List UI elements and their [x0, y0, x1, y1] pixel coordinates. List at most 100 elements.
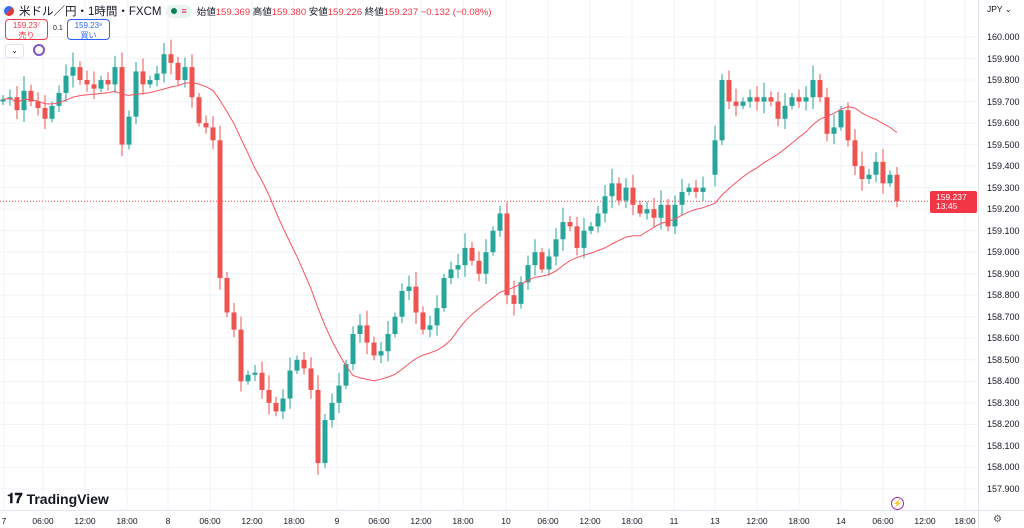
price-tick-label: 159.300: [987, 182, 1020, 193]
candle-body: [651, 209, 657, 218]
candle-body: [161, 54, 167, 74]
spread-value: 0.1: [53, 25, 63, 32]
candle-body: [775, 101, 781, 119]
market-status-badge[interactable]: ≡: [166, 4, 192, 18]
time-tick-label: 9: [334, 516, 340, 526]
candle-body: [364, 325, 370, 343]
price-axis[interactable]: JPY ⌄ 160.000 159.900 159.800 159.700 159.60…: [978, 0, 1024, 528]
candle-body: [852, 140, 858, 167]
candle-body: [105, 80, 111, 85]
candle-body: [434, 308, 440, 326]
candle-body: [679, 191, 685, 205]
time-tick-label: 12:00: [241, 516, 263, 526]
price-tick-label: 158.600: [987, 333, 1020, 344]
currency-select[interactable]: JPY ⌄: [987, 4, 1012, 14]
axis-settings[interactable]: ⚙: [978, 510, 1024, 528]
candle-body: [42, 108, 48, 119]
candle-body: [658, 204, 664, 218]
candle-body: [308, 368, 314, 390]
candle-body: [810, 80, 816, 98]
time-tick-label: 18:00: [621, 516, 643, 526]
candle-body: [754, 97, 760, 102]
candle-body: [595, 213, 601, 227]
price-tick-label: 160.000: [987, 32, 1020, 42]
candle-body: [665, 204, 671, 227]
candle-body: [49, 105, 55, 119]
candle-body: [469, 247, 475, 261]
candle-body: [385, 333, 391, 352]
time-tick-label: 7: [1, 516, 7, 526]
candle-body: [378, 351, 384, 356]
candle-body: [217, 140, 223, 279]
time-tick-label: 12:00: [746, 516, 768, 526]
candle-body: [880, 161, 886, 184]
ohlc-values: 始値159.369 高値159.380 安値159.226 終値159.237 …: [196, 7, 492, 18]
candle-body: [803, 97, 809, 102]
time-tick-label: 12:00: [410, 516, 432, 526]
flag-icon: [4, 6, 14, 16]
time-tick-label: 12:00: [74, 516, 96, 526]
time-tick-label: 14: [836, 516, 846, 526]
candle-body: [126, 116, 132, 145]
candle-body: [712, 140, 718, 175]
candle-body: [63, 75, 69, 93]
price-tick-label: 158.300: [987, 397, 1020, 408]
price-tick-label: 159.400: [987, 161, 1020, 172]
candle-body: [448, 269, 454, 279]
price-tick-label: 159.700: [987, 96, 1020, 107]
price-tick-label: 159.600: [987, 118, 1020, 129]
time-tick-label: 18:00: [954, 516, 976, 526]
candle-body: [831, 127, 837, 134]
sell-button[interactable]: 159.23⁷ 売り: [5, 19, 48, 40]
candle-body: [399, 290, 405, 317]
price-tick-label: 159.200: [987, 204, 1020, 215]
candle-body: [532, 252, 538, 266]
candle-body: [301, 359, 307, 369]
candle-body: [287, 370, 293, 399]
candle-body: [637, 204, 643, 214]
candle-body: [700, 187, 706, 192]
candle-body: [252, 372, 258, 375]
candle-body: [525, 265, 531, 283]
candle-body: [894, 174, 900, 202]
candle-body: [441, 278, 447, 309]
tv-logo-icon: 𝟏𝟕: [7, 490, 23, 506]
price-tick-label: 158.200: [987, 419, 1020, 430]
candle-body: [280, 398, 286, 412]
price-tick-label: 159.000: [987, 247, 1020, 258]
price-tick-label: 158.100: [987, 440, 1020, 451]
candle-body: [567, 222, 573, 227]
candle-body: [392, 316, 398, 334]
candle-body: [553, 239, 559, 257]
candle-body: [518, 282, 524, 304]
time-tick-label: 10: [501, 516, 511, 526]
candle-body: [77, 67, 83, 81]
candle-body: [294, 359, 300, 371]
price-tick-label: 159.100: [987, 225, 1020, 236]
sync-icon[interactable]: [33, 44, 45, 56]
candle-body: [845, 110, 851, 141]
candle-body: [761, 97, 767, 102]
candle-body: [427, 325, 433, 330]
candle-body: [686, 187, 692, 192]
collapse-button[interactable]: ⌄: [5, 44, 24, 58]
candle-body: [322, 420, 328, 464]
time-tick-label: 12:00: [579, 516, 601, 526]
time-tick-label: 12:00: [914, 516, 936, 526]
time-axis[interactable]: 7 06:00 12:00 18:00 8 06:00 12:00 18:00 9 06:00 12…: [0, 510, 978, 528]
lightning-icon[interactable]: ⚡: [891, 497, 904, 510]
candle-body: [747, 97, 753, 102]
tradingview-logo[interactable]: 𝟏𝟕 TradingView: [7, 490, 109, 507]
time-tick-label: 06:00: [368, 516, 390, 526]
market-open-icon: [171, 8, 178, 14]
candle-body: [539, 252, 545, 270]
symbol-title[interactable]: 米ドル／円・1時間・FXCM: [19, 6, 162, 18]
price-chart[interactable]: [0, 0, 978, 510]
candle-body: [238, 329, 244, 382]
candle-body: [483, 252, 489, 274]
candle-body: [726, 80, 732, 102]
time-tick-label: 11: [669, 516, 679, 526]
buy-button[interactable]: 159.23⁸ 買い: [67, 19, 110, 40]
candle-body: [329, 402, 335, 421]
chart-header: 米ドル／円・1時間・FXCM ≡ 始値159.369 高値159.380 安値1…: [4, 3, 492, 19]
